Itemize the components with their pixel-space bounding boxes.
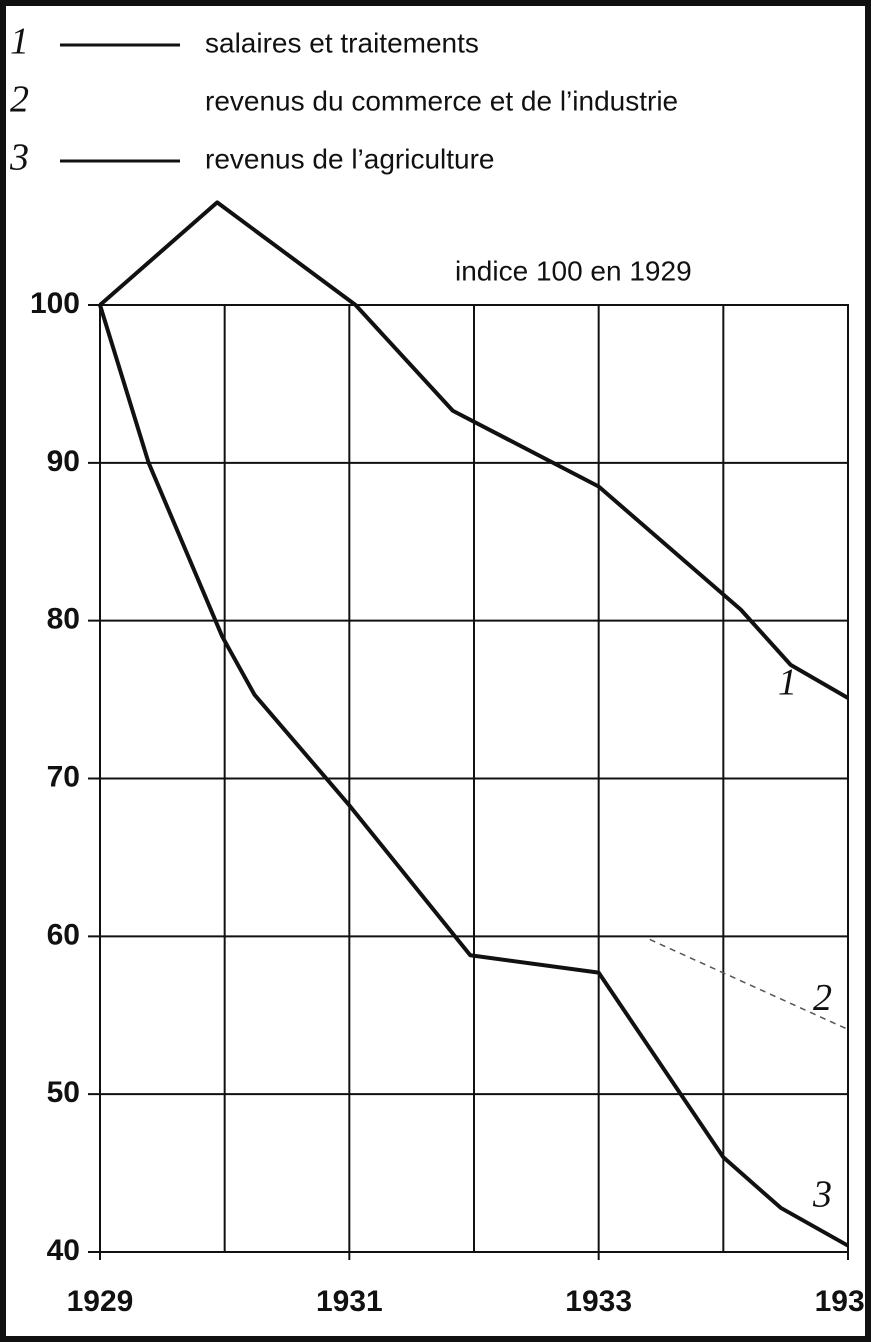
legend-key: 1 bbox=[10, 21, 29, 63]
legend-label: salaires et traitements bbox=[205, 27, 479, 58]
series-line bbox=[649, 938, 849, 1031]
legend-label: revenus du commerce et de l’industrie bbox=[205, 85, 678, 116]
x-tick-label: 1933 bbox=[565, 1285, 632, 1318]
x-tick-label: 1929 bbox=[67, 1285, 134, 1318]
line-key: 3 bbox=[812, 1173, 832, 1215]
y-tick-label: 90 bbox=[47, 445, 80, 478]
line-key: 2 bbox=[813, 977, 832, 1019]
y-tick-label: 60 bbox=[47, 918, 80, 951]
x-tick-label: 1931 bbox=[316, 1285, 383, 1318]
y-tick-label: 50 bbox=[47, 1076, 80, 1109]
y-tick-label: 80 bbox=[47, 603, 80, 636]
series-line bbox=[98, 304, 849, 1248]
y-tick-label: 100 bbox=[30, 287, 80, 320]
legend-label: revenus de l’agriculture bbox=[205, 143, 495, 174]
series-line bbox=[98, 200, 850, 700]
annotation: indice 100 en 1929 bbox=[455, 255, 692, 286]
plot-border bbox=[99, 304, 849, 1253]
y-tick-label: 40 bbox=[47, 1234, 80, 1267]
y-tick-label: 70 bbox=[47, 760, 80, 793]
legend-key: 3 bbox=[9, 137, 29, 179]
legend-key: 2 bbox=[10, 79, 29, 121]
x-tick-label: 1935 bbox=[815, 1285, 871, 1318]
line-key: 1 bbox=[778, 662, 797, 704]
